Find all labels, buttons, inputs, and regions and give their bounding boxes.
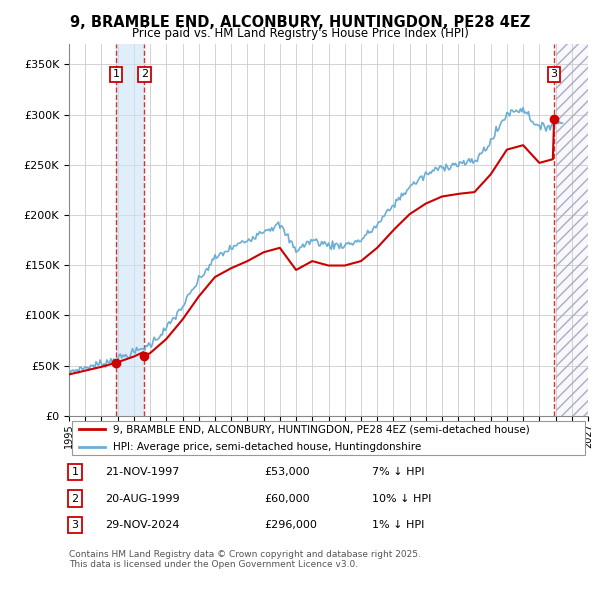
Bar: [556, 44, 588, 416]
Text: £296,000: £296,000: [264, 520, 317, 530]
Text: 9, BRAMBLE END, ALCONBURY, HUNTINGDON, PE28 4EZ (semi-detached house): 9, BRAMBLE END, ALCONBURY, HUNTINGDON, P…: [113, 425, 530, 435]
Text: 2: 2: [71, 494, 79, 503]
Bar: [116, 44, 144, 416]
Text: Price paid vs. HM Land Registry's House Price Index (HPI): Price paid vs. HM Land Registry's House …: [131, 27, 469, 40]
Text: 21-NOV-1997: 21-NOV-1997: [105, 467, 179, 477]
Text: 1: 1: [112, 70, 119, 80]
Text: 1: 1: [71, 467, 79, 477]
Text: HPI: Average price, semi-detached house, Huntingdonshire: HPI: Average price, semi-detached house,…: [113, 442, 421, 453]
Text: 2: 2: [140, 70, 148, 80]
Text: £53,000: £53,000: [264, 467, 310, 477]
Text: £60,000: £60,000: [264, 494, 310, 503]
Text: 3: 3: [71, 520, 79, 530]
Text: 3: 3: [551, 70, 557, 80]
Text: 1% ↓ HPI: 1% ↓ HPI: [372, 520, 424, 530]
Text: Contains HM Land Registry data © Crown copyright and database right 2025.
This d: Contains HM Land Registry data © Crown c…: [69, 550, 421, 569]
Text: 9, BRAMBLE END, ALCONBURY, HUNTINGDON, PE28 4EZ: 9, BRAMBLE END, ALCONBURY, HUNTINGDON, P…: [70, 15, 530, 30]
Text: 10% ↓ HPI: 10% ↓ HPI: [372, 494, 431, 503]
Text: 20-AUG-1999: 20-AUG-1999: [105, 494, 179, 503]
Text: 7% ↓ HPI: 7% ↓ HPI: [372, 467, 425, 477]
Text: 29-NOV-2024: 29-NOV-2024: [105, 520, 179, 530]
FancyBboxPatch shape: [71, 421, 586, 455]
Bar: [556, 44, 588, 416]
